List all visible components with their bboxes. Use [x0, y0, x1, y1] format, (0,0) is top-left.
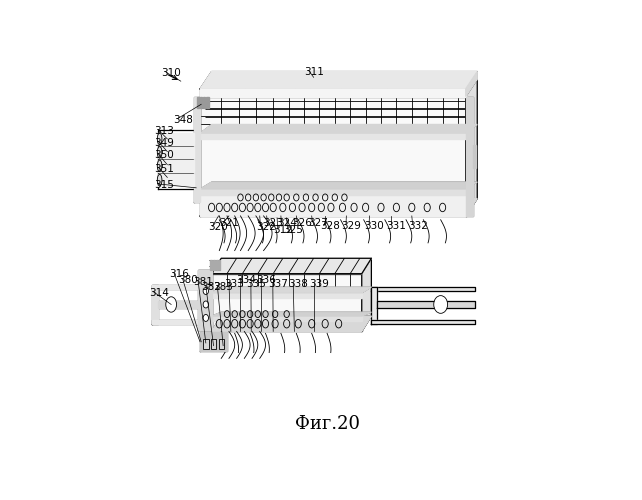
Polygon shape [465, 96, 473, 216]
Ellipse shape [157, 133, 162, 144]
Text: 323: 323 [263, 218, 282, 228]
Text: 350: 350 [154, 150, 173, 160]
Text: 328: 328 [320, 220, 340, 230]
Text: 313: 313 [154, 126, 174, 136]
Text: 351: 351 [154, 164, 174, 173]
Polygon shape [152, 320, 198, 324]
Polygon shape [200, 124, 477, 133]
Text: 334: 334 [236, 275, 256, 285]
Polygon shape [473, 144, 476, 168]
Ellipse shape [203, 288, 209, 294]
Polygon shape [371, 287, 377, 324]
Text: 314: 314 [149, 288, 169, 298]
Polygon shape [198, 270, 212, 330]
Ellipse shape [203, 301, 209, 308]
Polygon shape [371, 320, 475, 324]
Polygon shape [200, 332, 227, 350]
Polygon shape [200, 189, 465, 194]
Text: Фиг.20: Фиг.20 [295, 416, 360, 434]
Polygon shape [152, 285, 158, 324]
Polygon shape [212, 312, 371, 316]
Ellipse shape [203, 314, 209, 322]
Polygon shape [200, 133, 465, 139]
Polygon shape [200, 182, 477, 189]
Ellipse shape [157, 174, 162, 186]
Text: 325: 325 [283, 225, 302, 235]
Text: 330: 330 [365, 220, 384, 230]
Polygon shape [212, 316, 371, 332]
Bar [211, 339, 216, 349]
Polygon shape [195, 96, 200, 202]
Polygon shape [200, 96, 465, 216]
Text: 322: 322 [256, 222, 276, 232]
Polygon shape [200, 72, 477, 89]
Text: 327: 327 [308, 218, 327, 228]
Text: 332: 332 [408, 220, 428, 230]
Text: 339: 339 [309, 279, 329, 289]
Polygon shape [158, 133, 195, 144]
Polygon shape [200, 96, 202, 108]
Polygon shape [212, 258, 371, 274]
Polygon shape [212, 287, 371, 293]
Polygon shape [212, 293, 361, 298]
Polygon shape [200, 198, 477, 216]
Text: 349: 349 [154, 138, 174, 148]
Bar [218, 339, 224, 349]
Bar [203, 339, 209, 349]
Polygon shape [203, 96, 205, 108]
Text: 331: 331 [386, 220, 406, 230]
Text: 324: 324 [277, 218, 297, 228]
Polygon shape [158, 174, 195, 186]
Text: 311: 311 [304, 66, 324, 76]
Polygon shape [200, 89, 465, 96]
Polygon shape [361, 258, 371, 332]
Text: 348: 348 [173, 114, 193, 124]
Polygon shape [212, 274, 361, 332]
Text: 315: 315 [154, 180, 174, 190]
Polygon shape [213, 260, 215, 270]
Polygon shape [200, 194, 465, 216]
Text: 316: 316 [169, 268, 189, 278]
Polygon shape [465, 79, 477, 216]
Text: 382: 382 [201, 282, 221, 292]
Polygon shape [206, 96, 209, 108]
Text: 326: 326 [293, 218, 312, 228]
Text: 310: 310 [162, 68, 181, 78]
Text: 321: 321 [220, 218, 239, 228]
Polygon shape [216, 260, 218, 270]
Text: 338: 338 [289, 279, 308, 289]
Text: 383: 383 [213, 282, 232, 292]
Polygon shape [211, 260, 213, 270]
Polygon shape [197, 96, 199, 108]
Text: 337: 337 [268, 279, 288, 289]
Ellipse shape [157, 160, 162, 172]
Polygon shape [218, 260, 220, 270]
Text: 329: 329 [342, 220, 361, 230]
Polygon shape [465, 72, 477, 96]
Text: 336: 336 [257, 275, 277, 285]
Polygon shape [158, 146, 195, 158]
Polygon shape [371, 287, 475, 291]
Ellipse shape [157, 146, 162, 158]
Text: 312: 312 [273, 225, 293, 235]
Ellipse shape [434, 296, 447, 314]
Ellipse shape [166, 297, 177, 312]
Polygon shape [377, 300, 475, 308]
Text: 380: 380 [178, 275, 198, 285]
Text: 381: 381 [193, 277, 213, 287]
Polygon shape [158, 300, 198, 308]
Text: 335: 335 [247, 279, 266, 289]
Polygon shape [212, 316, 361, 321]
Text: 320: 320 [208, 222, 227, 232]
Polygon shape [152, 285, 198, 289]
Polygon shape [158, 160, 195, 172]
Text: 333: 333 [224, 279, 244, 289]
